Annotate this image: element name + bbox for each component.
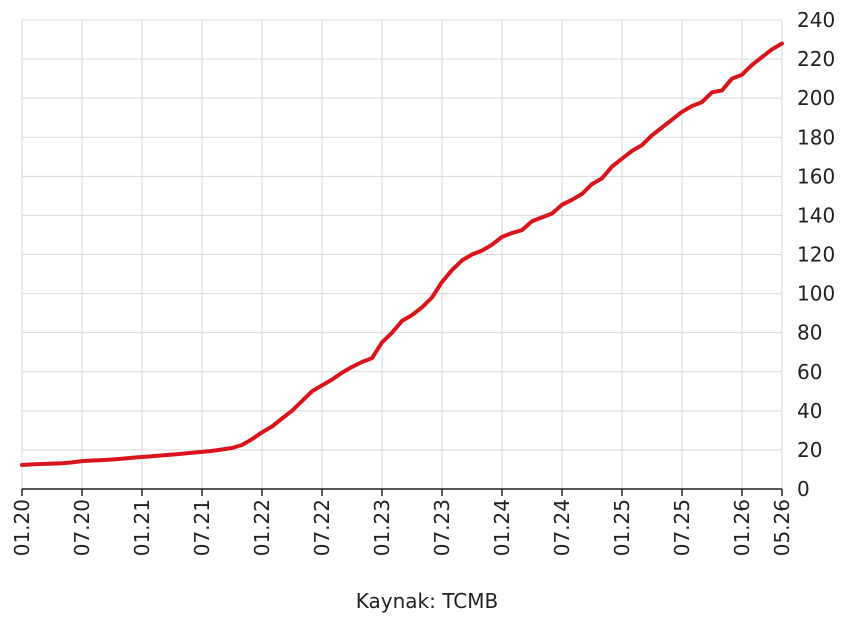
- x-tick-label: 01.21: [130, 499, 154, 556]
- x-tick-label: 01.26: [730, 499, 754, 556]
- y-tick-label: 80: [797, 321, 822, 345]
- x-tick-label: 01.24: [490, 499, 514, 556]
- y-tick-label: 40: [797, 399, 822, 423]
- y-tick-label: 20: [797, 438, 822, 462]
- y-tick-label: 180: [797, 125, 835, 149]
- y-tick-label: 160: [797, 164, 835, 188]
- y-tick-label: 100: [797, 282, 835, 306]
- x-tick-label: 01.20: [10, 499, 34, 556]
- y-tick-label: 0: [797, 477, 810, 501]
- x-tick-label: 07.25: [670, 499, 694, 556]
- y-tick-label: 120: [797, 243, 835, 267]
- y-tick-label: 220: [797, 47, 835, 71]
- y-tick-label: 60: [797, 360, 822, 384]
- data-line: [20, 41, 784, 467]
- x-tick-label: 07.20: [70, 499, 94, 556]
- y-tick-label: 140: [797, 203, 835, 227]
- x-tick-label: 01.22: [250, 499, 274, 556]
- x-tick-label: 07.22: [310, 499, 334, 556]
- x-tick-label: 07.21: [190, 499, 214, 556]
- x-tick-label: 01.23: [370, 499, 394, 556]
- x-tick-label: 05.26: [770, 499, 794, 556]
- x-tick-label: 07.23: [430, 499, 454, 556]
- x-tick-label: 01.25: [610, 499, 634, 556]
- source-note: Kaynak: TCMB: [356, 589, 498, 613]
- y-tick-label: 240: [797, 8, 835, 32]
- y-tick-label: 200: [797, 86, 835, 110]
- x-tick-label: 07.24: [550, 499, 574, 556]
